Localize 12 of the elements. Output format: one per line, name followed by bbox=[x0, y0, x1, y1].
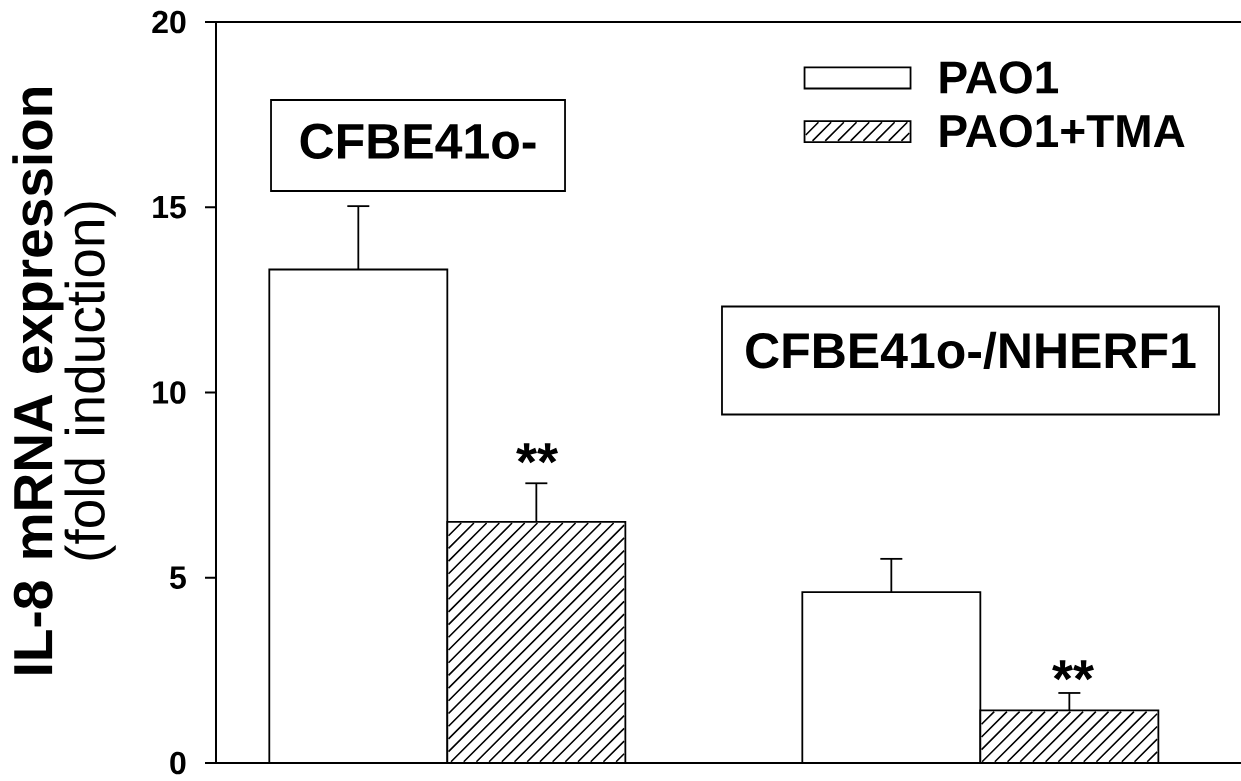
y-tick-label: 20 bbox=[152, 10, 186, 34]
legend-label: PAO1+TMA bbox=[940, 114, 1185, 148]
y-tick-label: 5 bbox=[169, 566, 186, 589]
legend-label: PAO1 bbox=[940, 61, 1059, 94]
annotation: ** bbox=[516, 443, 558, 464]
annotation: CFBE41o- bbox=[300, 123, 536, 160]
y-axis-title: IL-8 mRNA expression (fold induction) bbox=[12, 88, 116, 674]
y-tick-label: 15 bbox=[153, 196, 186, 219]
y-tick-label: 10 bbox=[153, 381, 186, 404]
y-tick-label: 0 bbox=[170, 751, 186, 775]
annotation: ** bbox=[1052, 660, 1094, 681]
annotation: CFBE41o-/NHERF1 bbox=[746, 331, 1196, 369]
